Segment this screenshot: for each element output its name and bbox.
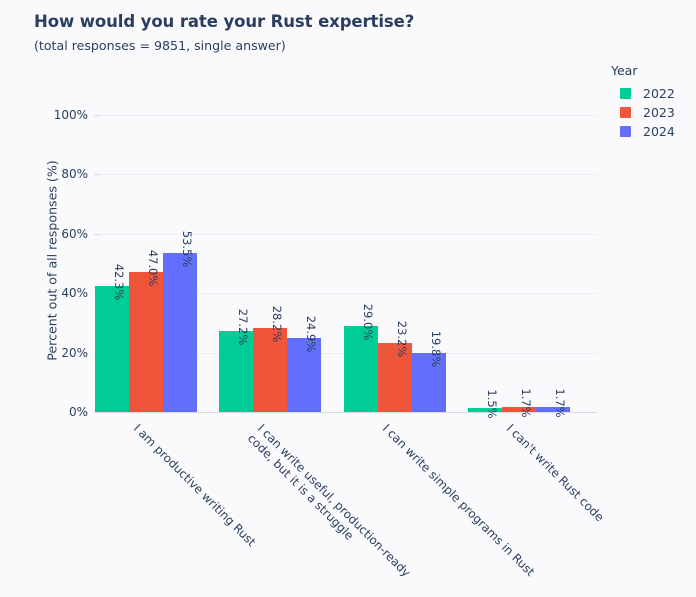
category-label-line: I am productive writing Rust — [130, 421, 259, 550]
gridline-0 — [100, 412, 597, 413]
bar-group: 27.2% 28.2% 24.9% — [219, 115, 322, 412]
y-tick-label-40: 40% — [61, 286, 88, 301]
bar[interactable]: 1.5% — [467, 389, 502, 418]
chart-subtitle: (total responses = 9851, single answer) — [34, 38, 286, 53]
bar-value-label: 27.2% — [236, 308, 251, 346]
category-label-line: I can write simple programs in Rust — [379, 421, 538, 579]
y-tick-mark-100 — [94, 115, 100, 116]
bar-group: 29.0% 23.2% 19.8% — [343, 115, 446, 412]
bar[interactable]: 47.0% — [129, 250, 164, 412]
bar-value-label: 47.0% — [146, 250, 161, 287]
legend-swatch-2022 — [620, 88, 631, 99]
gridline-60 — [100, 233, 597, 235]
bar[interactable]: 1.7% — [535, 388, 570, 418]
bar-value-label: 42.3% — [112, 264, 127, 301]
legend-item-2023[interactable]: 2023 — [608, 103, 696, 122]
bar-value-label: 1.7% — [552, 388, 567, 418]
y-tick-label-0: 0% — [68, 405, 88, 419]
bar-value-label: 19.8% — [428, 330, 443, 368]
plot-area: 0% 20% 40% 60% 80% 100% 42.3% 47.0% 53.5% 27.2% 28… — [54, 108, 597, 419]
bar-value-label: 23.2% — [394, 320, 409, 358]
page-title: How would you rate your Rust expertise? — [34, 12, 415, 31]
category-label-line: code, but it is a struggle — [245, 430, 358, 543]
legend-swatch-2023 — [620, 107, 631, 118]
bar[interactable]: 28.2% — [253, 306, 288, 412]
bar[interactable]: 27.2% — [219, 309, 254, 412]
bar[interactable]: 29.0% — [343, 304, 378, 412]
x-axis-category-label: I can write useful, production-ready code… — [245, 421, 414, 590]
gridline-100 — [100, 115, 597, 116]
bar[interactable]: 23.2% — [377, 321, 412, 412]
gridline-80 — [100, 174, 597, 176]
bar-value-label: 1.5% — [484, 388, 499, 419]
x-axis-category-label: I can write simple programs in Rust — [379, 421, 538, 579]
bar-value-label: 1.7% — [518, 388, 533, 418]
legend-label-2024: 2024 — [643, 124, 675, 139]
y-tick-label-20: 20% — [61, 345, 88, 360]
bar-group: 1.5% 1.7% 1.7% — [467, 115, 570, 418]
category-label-line: I can write useful, production-ready — [255, 421, 414, 580]
legend: Year 2022 2023 2024 — [608, 63, 696, 141]
bar[interactable]: 1.7% — [501, 388, 536, 418]
y-tick-label-60: 60% — [61, 226, 88, 241]
bar-value-label: 29.0% — [360, 303, 375, 341]
y-tick-mark-60 — [94, 233, 100, 235]
bar[interactable]: 19.8% — [411, 331, 446, 412]
bar-value-label: 24.9% — [304, 315, 319, 353]
bar[interactable]: 42.3% — [95, 264, 130, 412]
bar-group: 42.3% 47.0% 53.5% — [95, 115, 198, 412]
category-label-line: I can't write Rust code — [503, 421, 607, 525]
legend-label-2022: 2022 — [643, 86, 675, 101]
bar-value-label: 53.5% — [180, 230, 195, 268]
x-axis-category-label: I am productive writing Rust — [130, 421, 259, 550]
gridline-40 — [100, 293, 597, 295]
y-tick-label-100: 100% — [53, 108, 88, 122]
y-axis-title: Percent out of all responses (%) — [44, 160, 60, 361]
x-axis-category-label: I can't write Rust code — [503, 421, 607, 525]
bar[interactable]: 24.9% — [287, 316, 322, 412]
legend-label-2023: 2023 — [643, 105, 675, 120]
legend-swatch-2024 — [620, 126, 631, 137]
y-tick-mark-80 — [94, 174, 100, 176]
y-tick-label-80: 80% — [61, 167, 88, 182]
y-tick-mark-0 — [94, 412, 100, 413]
bar[interactable]: 53.5% — [163, 231, 198, 412]
bar-value-label: 28.2% — [270, 305, 285, 343]
legend-title: Year — [611, 63, 638, 78]
legend-item-2022[interactable]: 2022 — [608, 84, 696, 103]
legend-item-2024[interactable]: 2024 — [608, 122, 696, 141]
